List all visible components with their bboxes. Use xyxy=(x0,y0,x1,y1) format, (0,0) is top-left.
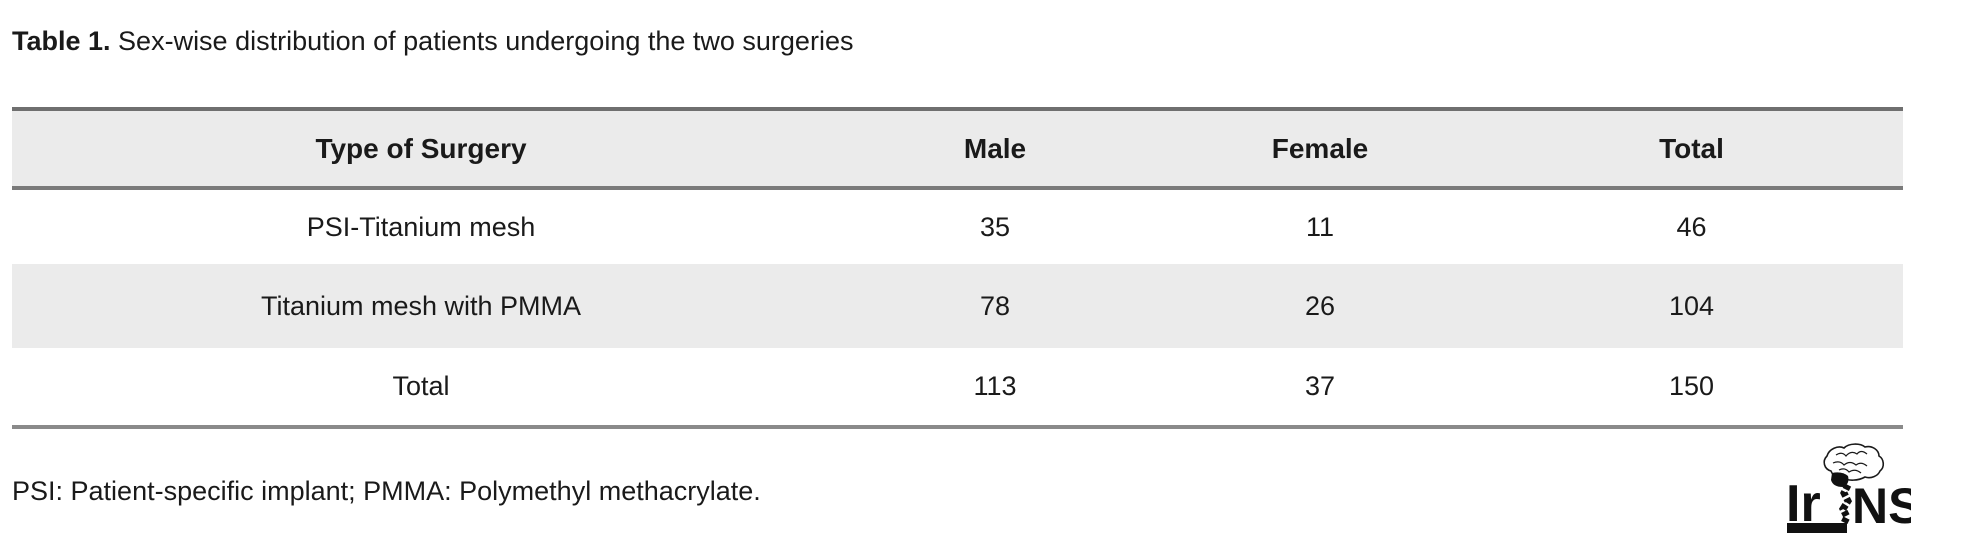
table-cell-surgery-name: Titanium mesh with PMMA xyxy=(260,290,582,321)
table-body: PSI-Titanium mesh 35 11 46 Titanium mesh… xyxy=(12,188,1903,427)
column-header-female: Female xyxy=(1271,132,1369,164)
table-cell-total-count: 104 xyxy=(1668,290,1715,321)
logo-right-text: NS xyxy=(1852,478,1911,534)
column-header-total: Total xyxy=(1659,132,1724,164)
table-caption: Table 1. Sex-wise distribution of patien… xyxy=(12,26,853,57)
journal-logo: Ir NS xyxy=(1786,443,1921,538)
column-header-type-of-surgery: Type of Surgery xyxy=(315,132,527,164)
table-header-row: Type of Surgery Male Female Total xyxy=(12,109,1903,188)
table-caption-text: Sex-wise distribution of patients underg… xyxy=(110,26,854,56)
table-row-total: Total 113 37 150 xyxy=(12,348,1903,427)
table-cell-male-count: 78 xyxy=(979,290,1011,321)
table-row: PSI-Titanium mesh 35 11 46 xyxy=(12,188,1903,264)
table-cell-surgery-name: PSI-Titanium mesh xyxy=(306,211,536,242)
brain-spine-logo-icon: Ir NS xyxy=(1786,443,1921,534)
table-cell-female-count: 26 xyxy=(1304,290,1336,321)
column-header-male: Male xyxy=(963,132,1027,164)
table-caption-label: Table 1. xyxy=(12,26,111,56)
table-cell-surgery-name: Total xyxy=(392,371,450,401)
table-cell-total-count: 150 xyxy=(1668,371,1715,401)
table-header: Type of Surgery Male Female Total xyxy=(12,109,1903,188)
table-row: Titanium mesh with PMMA 78 26 104 xyxy=(12,264,1903,348)
table-cell-male-count: 113 xyxy=(973,371,1017,401)
table-footnote: PSI: Patient-specific implant; PMMA: Pol… xyxy=(12,476,761,506)
table-cell-male-count: 35 xyxy=(979,211,1011,242)
logo-left-text: Ir xyxy=(1786,475,1821,533)
patients-distribution-table: Type of Surgery Male Female Total PSI-Ti… xyxy=(12,107,1903,429)
table-cell-female-count: 37 xyxy=(1304,371,1336,401)
table-cell-female-count: 11 xyxy=(1305,211,1335,242)
table-cell-total-count: 46 xyxy=(1676,211,1707,242)
